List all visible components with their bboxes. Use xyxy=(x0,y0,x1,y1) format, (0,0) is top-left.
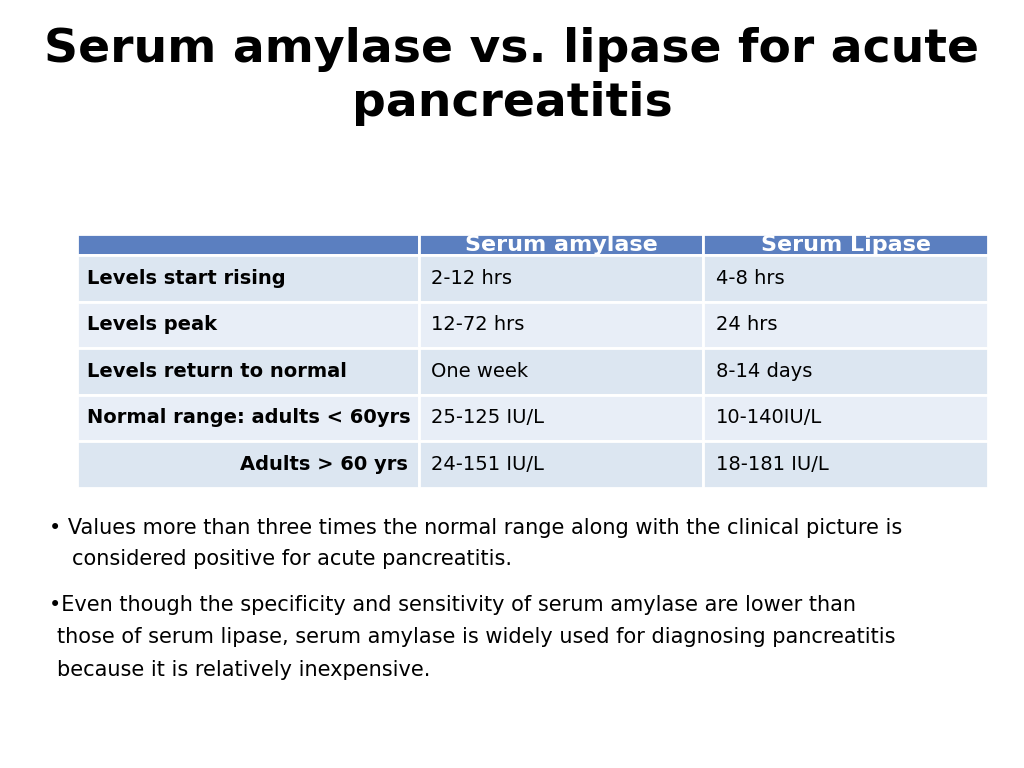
Bar xyxy=(77,255,419,302)
Bar xyxy=(77,302,419,348)
Bar xyxy=(77,348,419,395)
Text: • Values more than three times the normal range along with the clinical picture : • Values more than three times the norma… xyxy=(49,518,902,538)
Text: Serum amylase vs. lipase for acute
pancreatitis: Serum amylase vs. lipase for acute pancr… xyxy=(44,27,980,126)
Text: 2-12 hrs: 2-12 hrs xyxy=(431,269,512,288)
Bar xyxy=(703,348,988,395)
Bar xyxy=(703,234,988,255)
Text: those of serum lipase, serum amylase is widely used for diagnosing pancreatitis: those of serum lipase, serum amylase is … xyxy=(57,627,896,647)
Bar xyxy=(703,441,988,488)
Text: Normal range: adults < 60yrs: Normal range: adults < 60yrs xyxy=(87,409,411,427)
Text: 12-72 hrs: 12-72 hrs xyxy=(431,316,524,334)
Text: •Even though the specificity and sensitivity of serum amylase are lower than: •Even though the specificity and sensiti… xyxy=(49,595,856,615)
Text: 8-14 days: 8-14 days xyxy=(716,362,812,381)
Bar xyxy=(419,234,703,255)
Text: 24-151 IU/L: 24-151 IU/L xyxy=(431,455,544,474)
Bar xyxy=(77,234,419,255)
Bar xyxy=(703,302,988,348)
Text: Serum amylase: Serum amylase xyxy=(465,235,657,255)
Text: Serum Lipase: Serum Lipase xyxy=(761,235,931,255)
Bar xyxy=(77,441,419,488)
Bar xyxy=(703,395,988,441)
Text: 24 hrs: 24 hrs xyxy=(716,316,777,334)
Bar xyxy=(419,395,703,441)
Text: Adults > 60 yrs: Adults > 60 yrs xyxy=(241,455,409,474)
Text: One week: One week xyxy=(431,362,528,381)
Bar xyxy=(419,441,703,488)
Bar xyxy=(703,255,988,302)
Text: 10-140IU/L: 10-140IU/L xyxy=(716,409,822,427)
Bar xyxy=(77,395,419,441)
Text: Levels peak: Levels peak xyxy=(87,316,217,334)
Text: 18-181 IU/L: 18-181 IU/L xyxy=(716,455,828,474)
Text: considered positive for acute pancreatitis.: considered positive for acute pancreatit… xyxy=(72,549,512,569)
Text: Levels start rising: Levels start rising xyxy=(87,269,286,288)
Text: 4-8 hrs: 4-8 hrs xyxy=(716,269,784,288)
Text: Levels return to normal: Levels return to normal xyxy=(87,362,347,381)
Text: because it is relatively inexpensive.: because it is relatively inexpensive. xyxy=(57,660,431,680)
Bar xyxy=(419,255,703,302)
Text: 25-125 IU/L: 25-125 IU/L xyxy=(431,409,544,427)
Bar xyxy=(419,348,703,395)
Bar xyxy=(419,302,703,348)
